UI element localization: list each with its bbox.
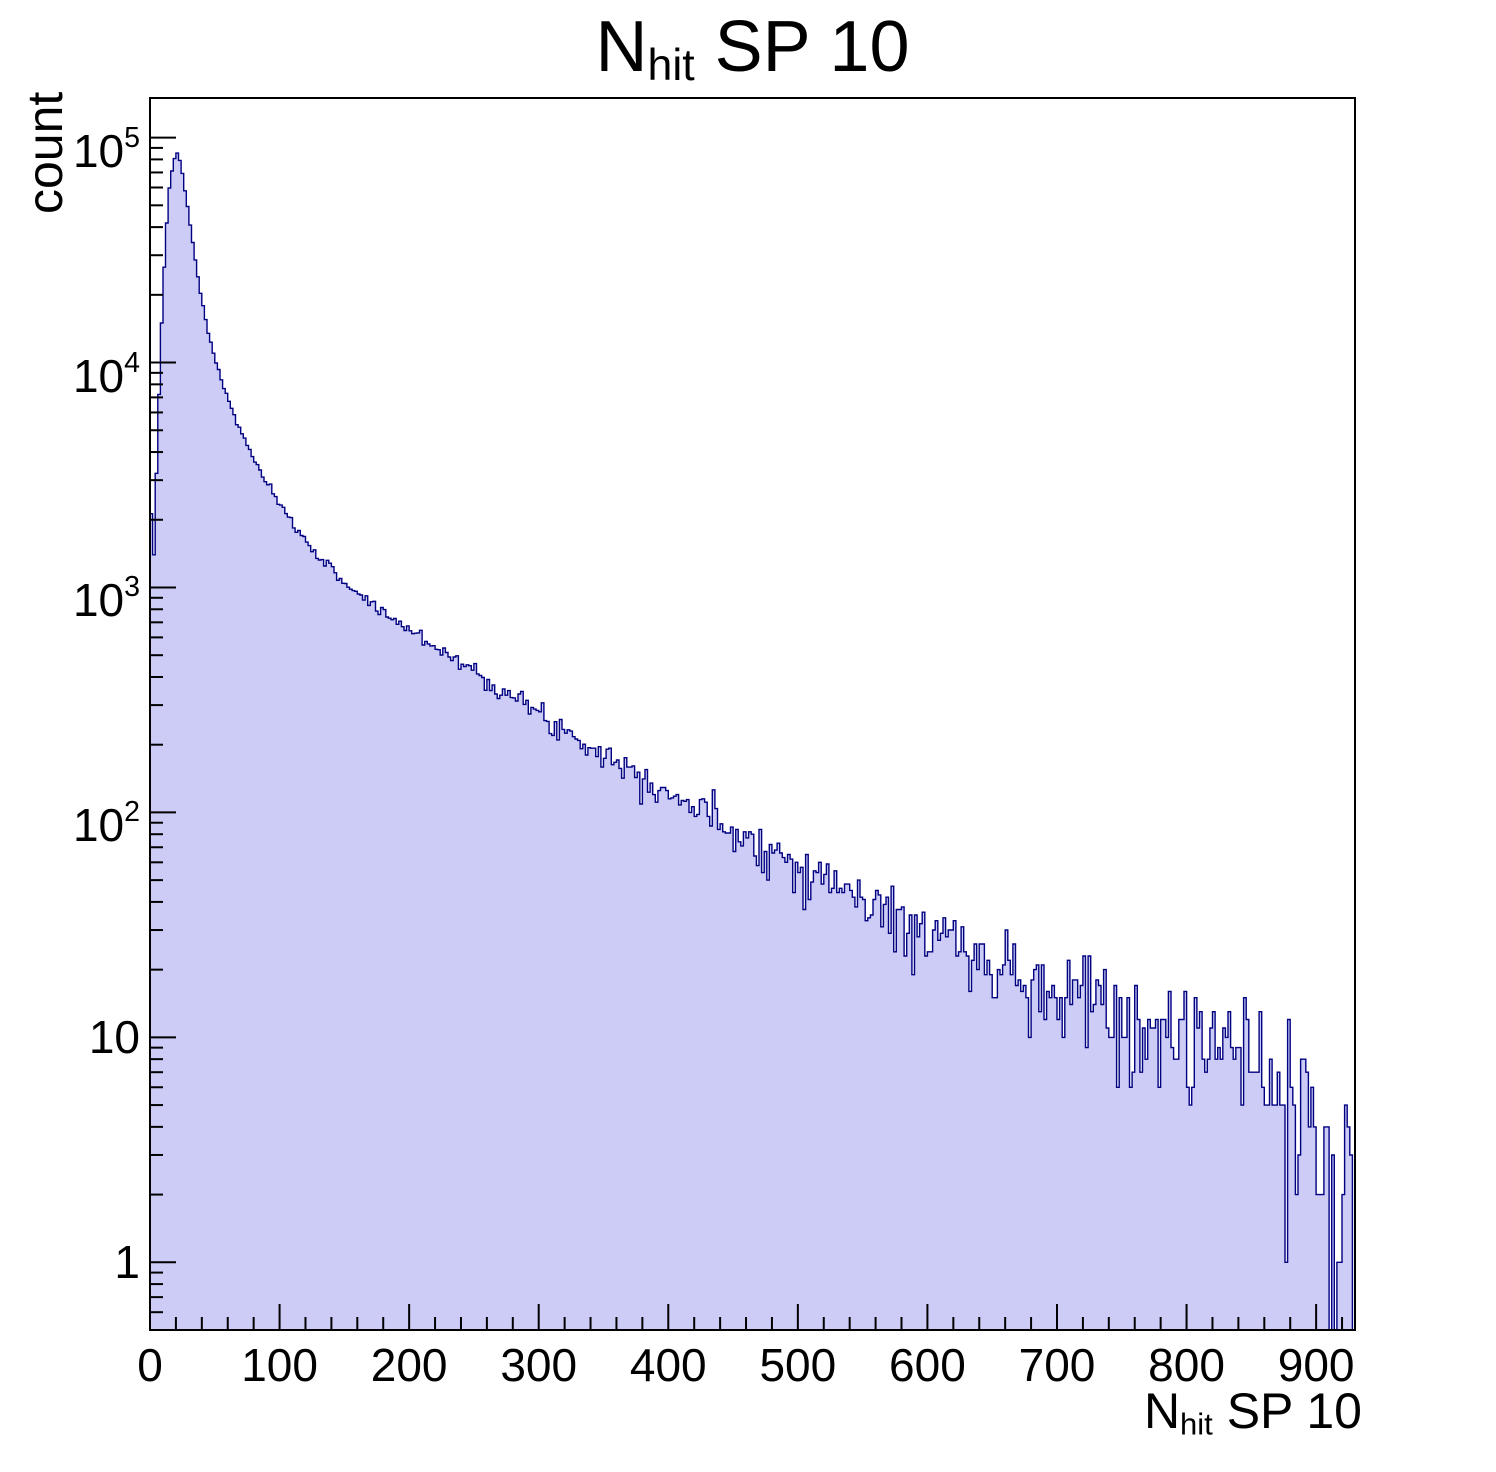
x-tick-label: 300 (500, 1339, 578, 1391)
y-tick-label: 104 (72, 346, 140, 402)
y-tick-label: 105 (72, 121, 140, 177)
x-tick-label: 500 (759, 1339, 837, 1391)
x-tick-label: 400 (629, 1339, 707, 1391)
histogram-series (149, 152, 1355, 1331)
x-tick-label: 100 (241, 1339, 318, 1391)
x-tick-label: 200 (370, 1339, 448, 1391)
x-axis-label-sub: hit (1180, 1406, 1213, 1442)
y-axis-ticks (150, 136, 176, 1331)
x-tick-label: 0 (137, 1339, 163, 1391)
x-tick-label: 700 (1018, 1339, 1096, 1391)
x-tick-label: 900 (1277, 1339, 1355, 1391)
chart-title-rest: SP 10 (694, 7, 910, 87)
chart-title: Nhit SP 10 (150, 6, 1355, 91)
y-tick-label: 102 (72, 796, 140, 852)
x-axis-label-main: N (1143, 1383, 1181, 1439)
chart-title-main: N (595, 7, 648, 87)
x-tick-label: 800 (1148, 1339, 1225, 1391)
x-axis-ticks (149, 1304, 1344, 1330)
y-tick-label: 10 (88, 1011, 140, 1064)
x-axis-label: Nhit SP 10 (1144, 1382, 1362, 1442)
chart-title-sub: hit (647, 41, 695, 90)
plot-frame (149, 97, 1356, 1331)
x-tick-label: 600 (889, 1339, 966, 1391)
x-axis-label-rest: SP 10 (1212, 1383, 1362, 1439)
y-tick-label: 1 (114, 1236, 140, 1289)
y-tick-label: 103 (72, 571, 140, 627)
